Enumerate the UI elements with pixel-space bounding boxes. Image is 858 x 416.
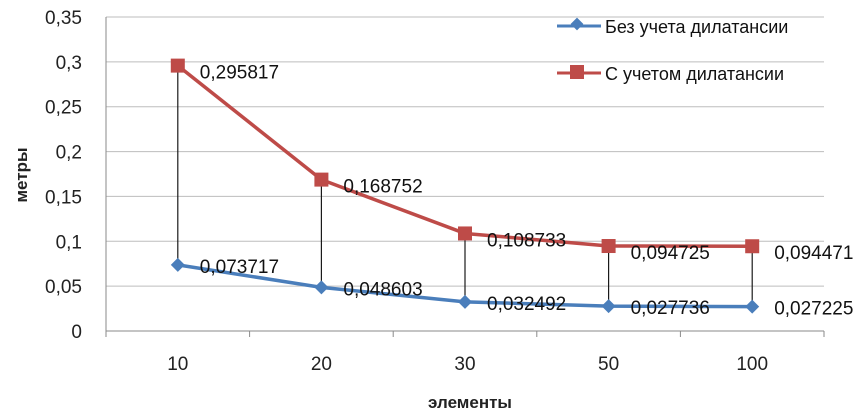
data-label: 0,108733 (487, 230, 566, 251)
legend-item-series-1: Без учета дилатансии (557, 17, 788, 37)
data-point-square (314, 172, 329, 187)
x-tick-label: 10 (167, 354, 188, 375)
y-tick-label: 0,15 (45, 187, 82, 208)
data-label: 0,073717 (200, 257, 279, 278)
data-point-square (745, 239, 760, 254)
legend-item-series-2: С учетом дилатансии (557, 64, 784, 84)
x-tick-label: 30 (454, 354, 475, 375)
data-label: 0,295817 (200, 63, 279, 84)
data-label: 0,168752 (343, 177, 422, 198)
legend-marker-square (570, 65, 584, 79)
x-axis-title: элементы (428, 393, 512, 412)
data-point-diamond (745, 299, 760, 314)
y-tick-label: 0,1 (56, 232, 82, 253)
data-label: 0,048603 (343, 279, 422, 300)
legend-marker-diamond (570, 17, 584, 31)
data-label: 0,094725 (631, 243, 710, 264)
y-tick-label: 0,2 (56, 143, 82, 164)
high-low-lines (177, 65, 753, 307)
data-point-diamond (458, 294, 472, 309)
data-point-square (601, 239, 616, 254)
x-tick-label: 100 (736, 354, 768, 375)
y-tick-label: 0,35 (45, 8, 82, 29)
data-label: 0,032492 (487, 294, 566, 315)
series-line-2 (176, 64, 753, 248)
data-point-square (170, 58, 185, 73)
x-axis: 10 20 30 50 100 (105, 331, 825, 375)
data-point-diamond (601, 299, 616, 314)
data-labels: 0,073717 0,048603 0,032492 0,027736 0,027225… (200, 63, 854, 320)
data-label: 0,027225 (774, 299, 853, 320)
y-axis-title: метры (12, 147, 31, 202)
y-tick-label: 0,05 (45, 277, 82, 298)
series-markers (170, 58, 760, 314)
data-label: 0,094471 (774, 243, 853, 264)
x-tick-label: 50 (598, 354, 619, 375)
legend-label-series-1: Без учета дилатансии (605, 17, 788, 37)
y-tick-label: 0 (71, 322, 82, 343)
y-tick-label: 0,3 (56, 53, 82, 74)
y-axis: 0 0,05 0,1 0,15 0,2 0,25 0,3 0,35 (45, 8, 107, 343)
x-tick-label: 20 (311, 354, 332, 375)
data-point-diamond (314, 280, 329, 295)
data-point-diamond (170, 257, 185, 272)
y-tick-label: 0,25 (45, 98, 82, 119)
legend-label-series-2: С учетом дилатансии (605, 64, 784, 84)
data-point-square (458, 226, 472, 241)
data-label: 0,027736 (631, 298, 710, 319)
legend: Без учета дилатансии С учетом дилатансии (557, 17, 788, 84)
